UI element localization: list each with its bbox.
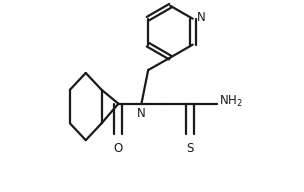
Text: S: S [187,142,194,155]
Text: N: N [137,107,146,120]
Text: O: O [114,142,123,155]
Text: NH$_2$: NH$_2$ [219,94,243,109]
Text: N: N [197,11,206,24]
